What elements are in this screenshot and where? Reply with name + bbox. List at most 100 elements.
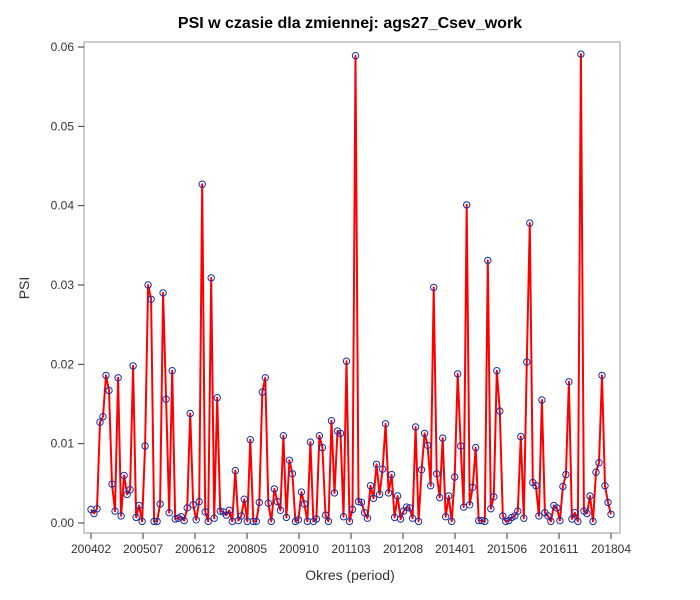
data-point (430, 283, 438, 292)
data-point (120, 471, 128, 480)
data-point (330, 489, 339, 497)
data-point (354, 497, 363, 506)
data-point (159, 289, 167, 297)
data-point (357, 498, 366, 507)
data-point (532, 482, 540, 490)
data-point (420, 429, 429, 438)
data-point (384, 489, 393, 497)
data-point (270, 485, 279, 493)
data-point (294, 516, 303, 524)
data-point (454, 370, 462, 378)
data-point (129, 362, 137, 370)
data-point (571, 509, 579, 517)
data-point (306, 438, 315, 446)
data-point (246, 436, 255, 444)
data-point (538, 396, 546, 404)
data-point (601, 482, 609, 490)
data-point (562, 470, 570, 479)
data-point (285, 456, 294, 464)
x-tick-label: 201208 (383, 542, 423, 556)
data-point (162, 395, 170, 403)
data-point (559, 482, 567, 491)
data-point (487, 505, 495, 513)
x-tick-label: 200805 (227, 542, 267, 556)
data-point (282, 513, 291, 522)
data-point (442, 513, 450, 521)
data-point (448, 517, 456, 526)
data-point (264, 499, 272, 507)
data-point (417, 466, 426, 474)
data-point (168, 367, 176, 375)
data-point (300, 500, 309, 508)
x-tick-label: 200612 (175, 542, 215, 556)
data-point (144, 281, 152, 289)
data-point (592, 468, 600, 476)
data-point (433, 470, 441, 478)
data-point (213, 394, 221, 402)
data-point (204, 517, 212, 526)
data-point (210, 514, 218, 522)
data-point (387, 470, 396, 479)
data-point (117, 512, 125, 520)
data-point (255, 498, 263, 507)
data-point (451, 473, 459, 481)
data-point (583, 509, 591, 518)
data-point (466, 501, 474, 509)
data-point (499, 512, 507, 520)
data-point (225, 506, 234, 514)
data-point (267, 517, 275, 526)
data-point (363, 514, 372, 522)
data-point (375, 490, 384, 499)
data-point (180, 516, 188, 525)
data-point (360, 509, 369, 517)
data-point (481, 517, 489, 526)
data-point (165, 509, 173, 517)
data-point (351, 52, 360, 60)
data-point (565, 378, 573, 386)
data-point (114, 374, 122, 382)
y-axis-title: PSI (16, 277, 32, 300)
x-tick-label: 200402 (71, 542, 111, 556)
x-tick-label: 201506 (487, 542, 527, 556)
data-point (111, 507, 119, 515)
data-point (586, 492, 594, 500)
y-tick-label: 0.04 (51, 199, 75, 213)
plot-frame (83, 41, 621, 534)
data-point (556, 516, 564, 525)
data-point (408, 514, 417, 522)
data-point (484, 256, 492, 265)
data-point (261, 374, 269, 382)
data-point (240, 495, 249, 503)
data-point (153, 517, 161, 526)
data-point (463, 201, 471, 209)
data-point (135, 501, 143, 510)
x-tick-label: 201611 (539, 542, 578, 556)
chart-title: PSI w czasie dla zmiennej: ags27_Csev_wo… (178, 15, 522, 32)
data-point (604, 498, 612, 507)
data-point (472, 443, 480, 452)
data-point (393, 492, 402, 500)
data-point (141, 442, 149, 450)
data-point (595, 459, 603, 467)
data-point (526, 219, 534, 227)
y-tick-label: 0.00 (51, 516, 75, 530)
x-tick-label: 200507 (123, 542, 163, 556)
data-point (147, 295, 155, 303)
data-point (327, 417, 336, 425)
data-point (297, 488, 306, 496)
data-point (252, 517, 260, 526)
data-point (414, 517, 423, 526)
data-point (372, 460, 381, 468)
data-point (105, 386, 113, 395)
data-point (445, 492, 453, 500)
data-point (427, 482, 435, 490)
data-point (366, 482, 375, 490)
data-point (288, 470, 297, 478)
data-point (138, 517, 146, 526)
y-tick-label: 0.03 (51, 278, 75, 292)
data-point (378, 465, 387, 473)
y-tick-label: 0.01 (51, 437, 75, 451)
data-point (502, 517, 510, 526)
data-point (156, 500, 164, 508)
data-point (237, 512, 246, 520)
